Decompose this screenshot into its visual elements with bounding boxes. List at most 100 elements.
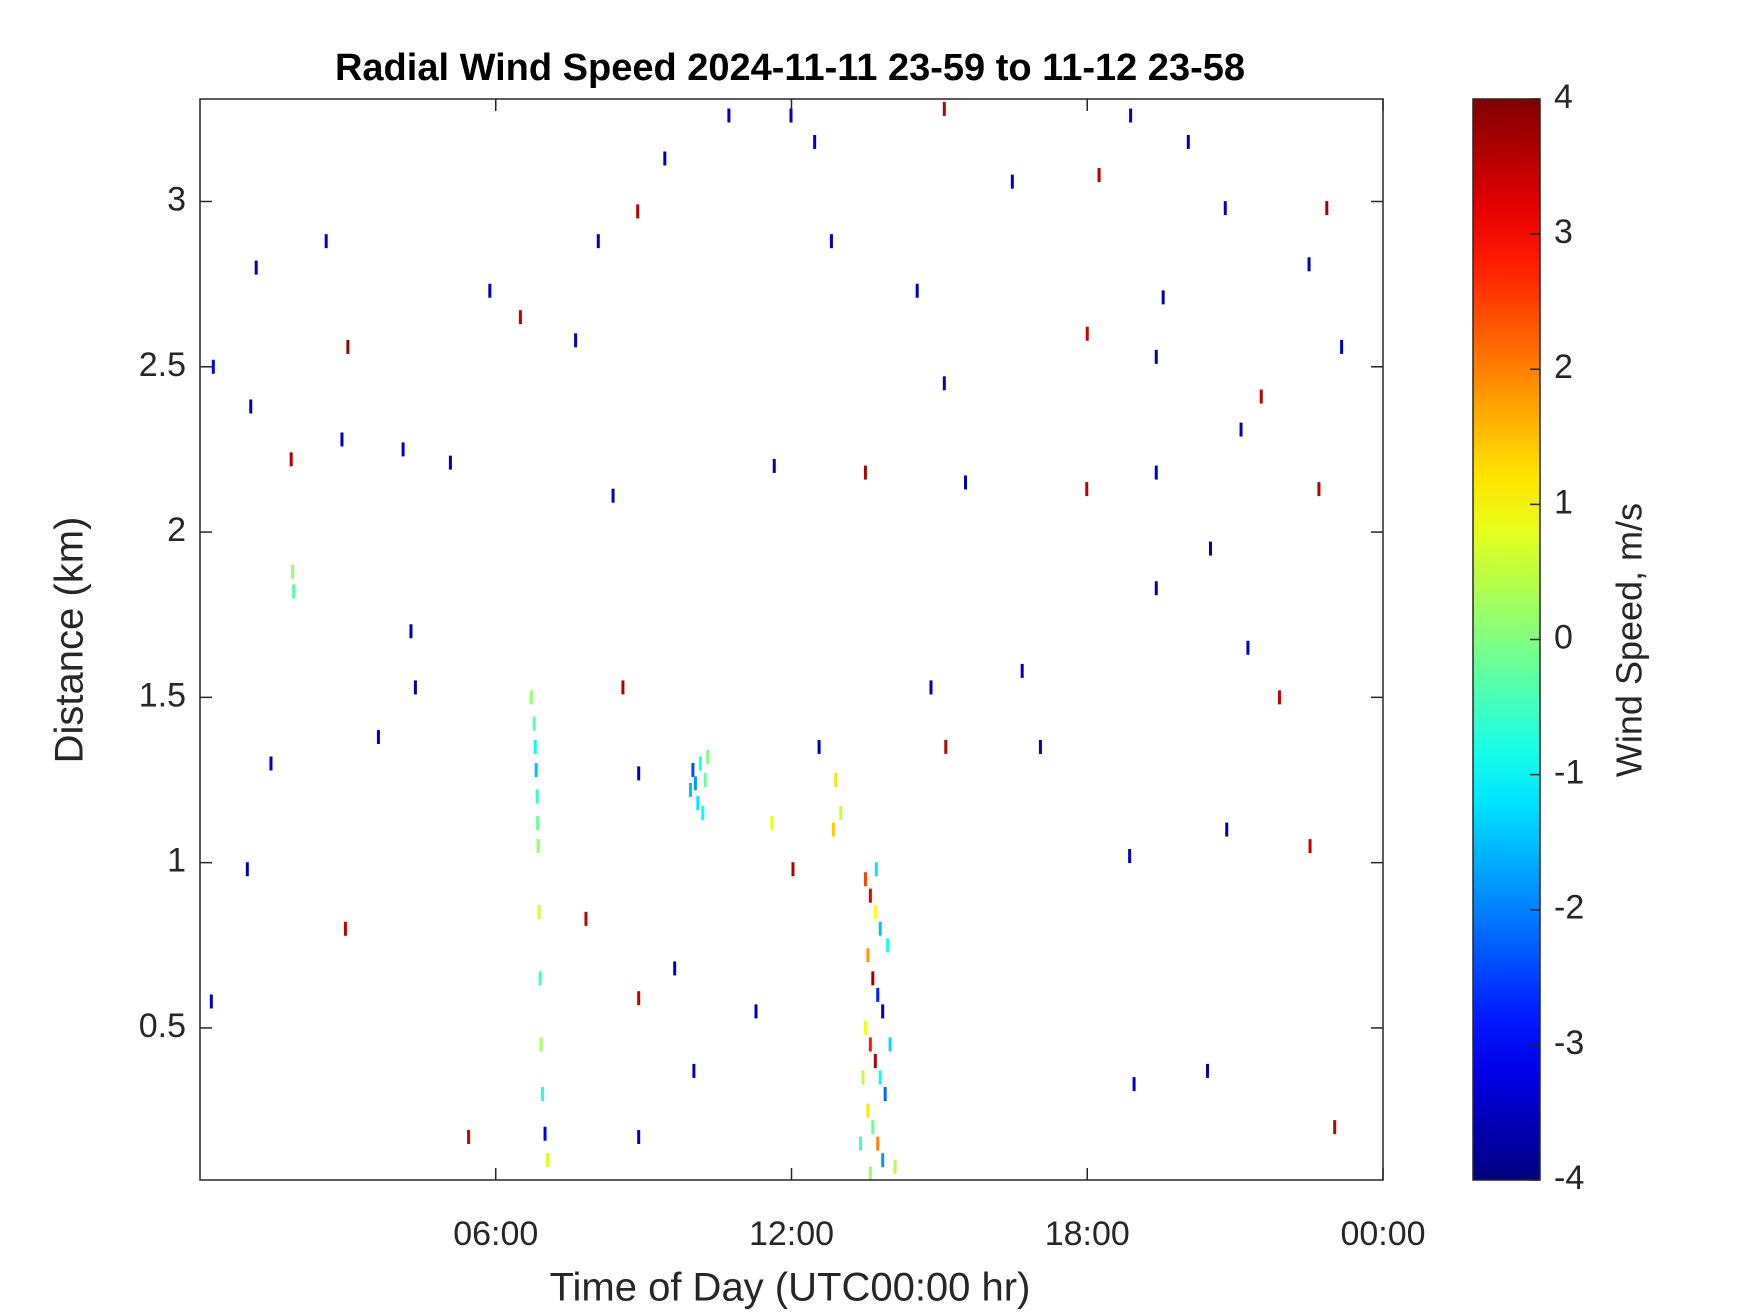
data-cell — [881, 1004, 885, 1019]
data-cell — [1128, 849, 1132, 864]
data-cell — [340, 432, 344, 447]
data-cell — [831, 822, 835, 837]
y-tick-label: 3 — [167, 180, 186, 218]
x-tick-label: 06:00 — [453, 1215, 538, 1253]
data-cell — [1239, 422, 1243, 437]
data-cell — [535, 789, 539, 804]
data-cell — [1277, 690, 1281, 705]
data-cell — [533, 739, 537, 754]
plot-frame — [199, 98, 1384, 1181]
data-cell — [1206, 1063, 1210, 1078]
data-cell — [249, 399, 253, 414]
data-cell — [929, 680, 933, 695]
data-cell — [863, 1020, 867, 1035]
data-cell — [611, 488, 615, 503]
data-cell — [1325, 201, 1329, 216]
data-cell — [861, 1070, 865, 1085]
y-tick-label: 2 — [167, 511, 186, 549]
data-cell — [529, 690, 533, 705]
data-cell — [413, 680, 417, 695]
data-cell — [871, 971, 875, 986]
data-cell — [636, 204, 640, 219]
data-cell — [536, 815, 540, 830]
data-cell — [409, 624, 413, 639]
data-cell — [245, 862, 249, 877]
data-cell — [829, 234, 833, 249]
colorbar-tick-label: 0 — [1554, 618, 1573, 656]
data-cell — [584, 911, 588, 926]
colorbar-tick-label: 1 — [1554, 483, 1573, 521]
data-cell — [291, 564, 295, 579]
colorbar-tick-label: -3 — [1554, 1024, 1584, 1062]
data-cell — [1333, 1120, 1337, 1135]
data-cell — [727, 108, 731, 123]
data-cell — [1307, 257, 1311, 272]
data-cell — [539, 1037, 543, 1052]
data-cell — [324, 234, 328, 249]
data-cell — [254, 260, 258, 275]
chart-title: Radial Wind Speed 2024-11-11 23-59 to 11… — [335, 47, 1245, 89]
data-cell — [1340, 339, 1344, 354]
data-cell — [1161, 290, 1165, 305]
data-cell — [866, 948, 870, 963]
data-cell — [292, 584, 296, 599]
data-cell — [698, 756, 702, 771]
data-cell — [859, 1136, 863, 1151]
data-cell — [876, 1136, 880, 1151]
data-cell — [1085, 482, 1089, 497]
data-cell — [706, 749, 710, 764]
colorbar-tick-label: -4 — [1554, 1159, 1584, 1197]
data-cell — [772, 458, 776, 473]
data-cell — [637, 991, 641, 1006]
data-cell — [289, 452, 293, 467]
data-cell — [534, 763, 538, 778]
data-cell — [878, 921, 882, 936]
y-tick-label: 0.5 — [139, 1007, 186, 1045]
data-cell — [532, 716, 536, 731]
data-cell — [537, 905, 541, 920]
data-cell — [1223, 201, 1227, 216]
data-cell — [754, 1004, 758, 1019]
data-cell — [839, 806, 843, 821]
data-cell — [881, 1153, 885, 1168]
data-cell — [873, 1053, 877, 1068]
data-cell — [888, 1037, 892, 1052]
y-axis-label: Distance (km) — [48, 517, 92, 764]
data-cell — [874, 862, 878, 877]
data-cell — [488, 283, 492, 298]
data-cell — [209, 994, 213, 1009]
data-cell — [942, 101, 946, 116]
data-cell — [813, 134, 817, 149]
data-cell — [1246, 640, 1250, 655]
data-cell — [942, 376, 946, 391]
y-tick-label: 1.5 — [139, 676, 186, 714]
data-cell — [1038, 739, 1042, 754]
colorbar-tick-label: 2 — [1554, 348, 1573, 386]
data-cell — [448, 455, 452, 470]
data-cell — [876, 987, 880, 1002]
data-cell — [343, 921, 347, 936]
colorbar-tick-label: -2 — [1554, 889, 1584, 927]
data-cell — [1186, 134, 1190, 149]
data-cell — [543, 1126, 547, 1141]
data-cell — [538, 971, 542, 986]
y-tick-label: 2.5 — [139, 346, 186, 384]
data-cell — [866, 1103, 870, 1118]
data-cell — [596, 234, 600, 249]
data-cell — [834, 772, 838, 787]
data-cell — [211, 359, 215, 374]
data-cell — [1020, 663, 1024, 678]
data-cell — [637, 766, 641, 781]
colorbar-tick-label: 3 — [1554, 213, 1573, 251]
colorbar-label: Wind Speed, m/s — [1609, 503, 1650, 777]
data-cell — [1259, 389, 1263, 404]
data-cell — [868, 1166, 872, 1181]
x-tick-label: 18:00 — [1045, 1215, 1130, 1253]
data-cell — [401, 442, 405, 457]
data-cell — [873, 905, 877, 920]
data-cell — [1208, 541, 1212, 556]
data-cell — [871, 1120, 875, 1135]
data-cell — [541, 1087, 545, 1102]
x-tick-label: 00:00 — [1340, 1215, 1425, 1253]
